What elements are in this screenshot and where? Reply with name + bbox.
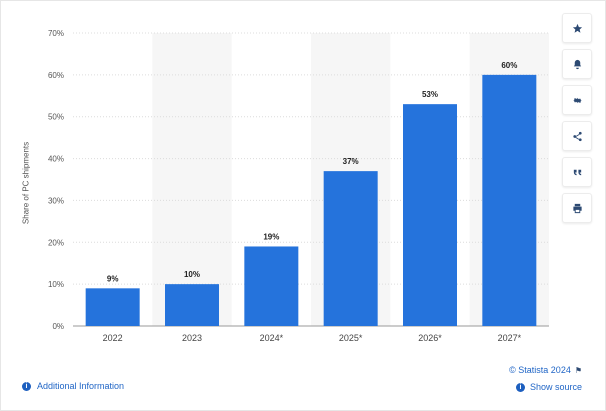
settings-button[interactable] bbox=[562, 85, 592, 115]
statista-credit[interactable]: © Statista 2024 ⚑ bbox=[509, 365, 582, 375]
y-tick-label: 0% bbox=[52, 322, 64, 331]
share-icon bbox=[572, 131, 582, 141]
flag-icon: ⚑ bbox=[574, 365, 582, 375]
share-button[interactable] bbox=[562, 121, 592, 151]
x-tick-label: 2022 bbox=[103, 333, 123, 343]
x-tick-label: 2025* bbox=[339, 333, 363, 343]
y-tick-label: 30% bbox=[48, 196, 64, 205]
bar bbox=[85, 288, 140, 326]
y-tick-label: 60% bbox=[48, 71, 64, 80]
y-tick-label: 40% bbox=[48, 155, 64, 164]
bar-chart: 0% 10% 20% 30% 40% 50% 60% 70% 9% 2022 10% 2023 19% 2… bbox=[48, 29, 549, 343]
data-label: 10% bbox=[184, 270, 200, 279]
x-tick-label: 2024* bbox=[260, 333, 284, 343]
bell-icon bbox=[573, 59, 581, 69]
y-tick-label: 50% bbox=[48, 113, 64, 122]
data-label: 37% bbox=[343, 157, 359, 166]
y-tick-label: 70% bbox=[48, 29, 64, 38]
favorite-button[interactable] bbox=[562, 13, 592, 43]
printer-icon bbox=[572, 203, 582, 213]
additional-information-label: Additional Information bbox=[37, 381, 125, 391]
info-icon: i bbox=[22, 381, 31, 391]
data-label: 53% bbox=[422, 90, 438, 99]
data-label: 60% bbox=[501, 61, 517, 70]
gear-icon bbox=[572, 97, 582, 103]
additional-information-link[interactable]: i Additional Information bbox=[22, 381, 124, 391]
notification-button[interactable] bbox=[562, 49, 592, 79]
bar bbox=[244, 246, 299, 326]
y-tick-label: 20% bbox=[48, 238, 64, 247]
bar bbox=[323, 171, 378, 326]
print-button[interactable] bbox=[562, 193, 592, 223]
y-axis-title: Share of PC shipments bbox=[21, 141, 31, 225]
y-tick-label: 10% bbox=[48, 280, 64, 289]
show-source-label: Show source bbox=[529, 382, 582, 392]
data-label: 19% bbox=[263, 232, 279, 241]
star-icon bbox=[572, 23, 582, 33]
x-tick-label: 2027* bbox=[498, 333, 522, 343]
side-toolbar bbox=[562, 13, 592, 229]
cite-button[interactable] bbox=[562, 157, 592, 187]
credit-label: © Statista 2024 bbox=[509, 365, 571, 375]
x-tick-label: 2023 bbox=[182, 333, 202, 343]
info-icon: i bbox=[515, 382, 525, 392]
data-label: 9% bbox=[107, 274, 119, 283]
quote-icon bbox=[573, 169, 581, 175]
column-shading bbox=[152, 33, 232, 326]
bar bbox=[165, 284, 219, 326]
show-source-link[interactable]: i Show source bbox=[515, 382, 582, 392]
x-tick-label: 2026* bbox=[418, 333, 442, 343]
bar bbox=[482, 74, 537, 326]
bar bbox=[403, 104, 457, 327]
